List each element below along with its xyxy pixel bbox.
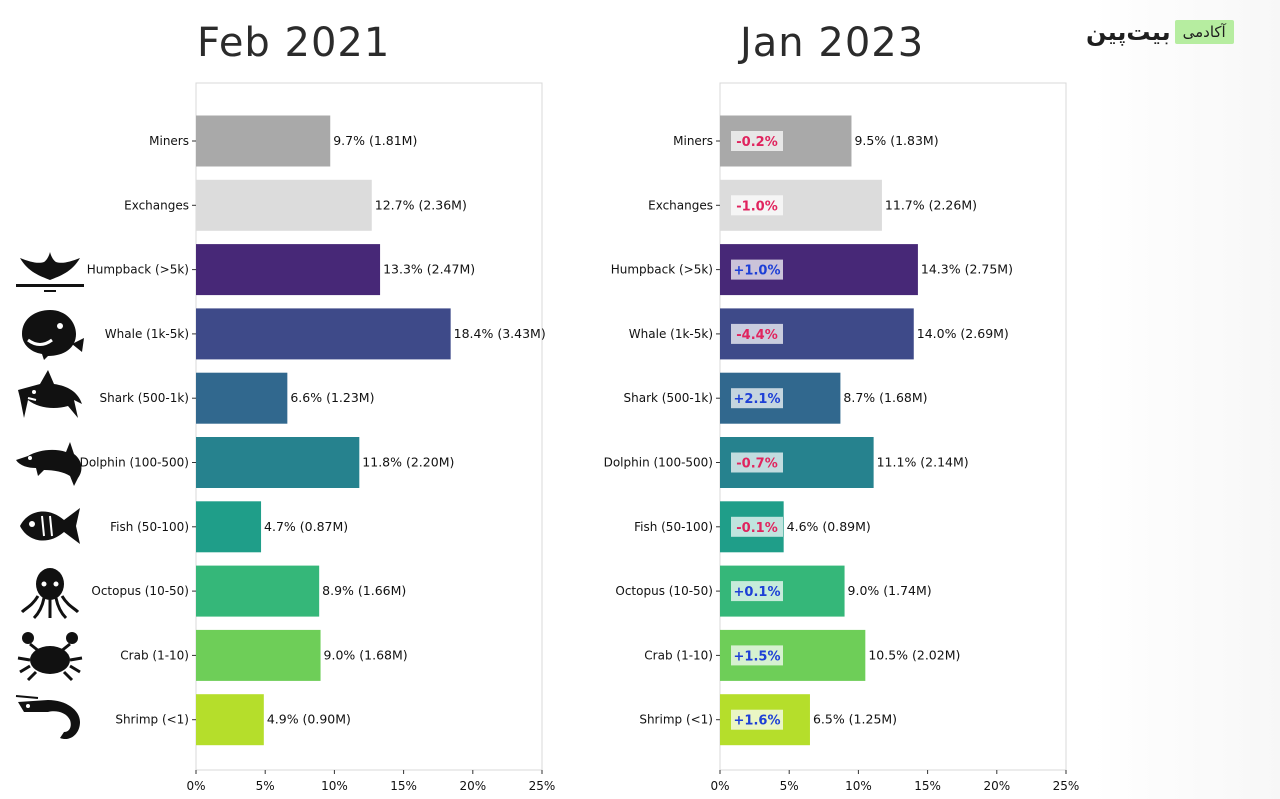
left-value-label: 4.7% (0.87M) <box>264 519 348 534</box>
left-category-label: Shrimp (<1) <box>115 713 189 727</box>
left-bar <box>196 372 288 424</box>
right-change-badge <box>731 581 783 602</box>
right-value-label: 14.3% (2.75M) <box>921 262 1013 277</box>
left-bar <box>196 501 262 553</box>
right-change-badge <box>731 709 783 730</box>
right-change-label: +1.6% <box>734 714 781 729</box>
right-x-tick-label: 0% <box>710 779 729 793</box>
fish-icon <box>20 508 80 544</box>
right-category-label: Crab (1-10) <box>644 648 713 662</box>
right-change-label: +2.1% <box>734 392 781 407</box>
left-bar <box>196 565 320 617</box>
chart-title-left: Feb 2021 <box>197 20 391 66</box>
brand-tag: آکادمی <box>1174 20 1234 44</box>
right-change-badge <box>731 452 783 473</box>
right-change-badge <box>731 323 783 344</box>
right-change-badge <box>731 388 783 409</box>
right-category-label: Whale (1k-5k) <box>629 327 713 341</box>
left-value-label: 4.9% (0.90M) <box>267 712 351 727</box>
whale-icon <box>22 310 84 360</box>
right-category-label: Dolphin (100-500) <box>604 456 713 470</box>
right-change-badge <box>731 516 783 537</box>
left-value-label: 8.9% (1.66M) <box>322 583 406 598</box>
right-value-label: 9.5% (1.83M) <box>854 133 938 148</box>
right-value-label: 6.5% (1.25M) <box>813 712 897 727</box>
left-value-label: 9.7% (1.81M) <box>333 133 417 148</box>
right-category-label: Miners <box>673 134 713 148</box>
crab-icon <box>17 632 83 682</box>
right-value-label: 8.7% (1.68M) <box>843 390 927 405</box>
chart-title-right: Jan 2023 <box>740 20 925 66</box>
right-change-badge <box>731 645 783 666</box>
right-category-label: Shark (500-1k) <box>624 391 713 405</box>
left-value-label: 6.6% (1.23M) <box>290 390 374 405</box>
right-edge-shade <box>1092 0 1280 799</box>
shark-icon <box>18 370 82 418</box>
right-category-label: Shrimp (<1) <box>639 713 713 727</box>
left-x-tick-label: 15% <box>390 779 417 793</box>
left-value-label: 12.7% (2.36M) <box>375 197 467 212</box>
left-value-label: 13.3% (2.47M) <box>383 262 475 277</box>
left-category-label: Fish (50-100) <box>110 520 189 534</box>
right-x-tick-label: 25% <box>1053 779 1080 793</box>
left-bar <box>196 629 321 681</box>
left-x-tick-label: 10% <box>321 779 348 793</box>
right-change-label: -0.7% <box>736 457 777 472</box>
right-change-label: -0.1% <box>736 521 777 536</box>
left-category-label: Whale (1k-5k) <box>105 327 189 341</box>
right-x-tick-label: 10% <box>845 779 872 793</box>
right-value-label: 11.1% (2.14M) <box>877 455 969 470</box>
left-category-label: Miners <box>149 134 189 148</box>
right-change-label: +1.0% <box>734 264 781 279</box>
right-change-label: -4.4% <box>736 328 777 343</box>
left-bar <box>196 115 331 167</box>
right-change-label: +1.5% <box>734 649 781 664</box>
left-x-tick-label: 0% <box>186 779 205 793</box>
right-value-label: 14.0% (2.69M) <box>917 326 1009 341</box>
right-value-label: 9.0% (1.74M) <box>848 583 932 598</box>
right-value-label: 11.7% (2.26M) <box>885 197 977 212</box>
left-value-label: 9.0% (1.68M) <box>324 647 408 662</box>
right-change-label: +0.1% <box>734 585 781 600</box>
right-x-tick-label: 15% <box>914 779 941 793</box>
left-category-label: Exchanges <box>124 198 189 212</box>
humpback-whale-tail-icon <box>16 252 84 292</box>
right-category-label: Humpback (>5k) <box>611 263 713 277</box>
right-x-tick-label: 20% <box>983 779 1010 793</box>
left-bar <box>196 308 451 360</box>
octopus-icon <box>20 568 80 620</box>
shrimp-icon <box>15 695 80 740</box>
left-category-label: Dolphin (100-500) <box>80 456 189 470</box>
left-x-tick-label: 25% <box>529 779 556 793</box>
right-category-label: Octopus (10-50) <box>615 584 713 598</box>
right-x-tick-label: 5% <box>780 779 799 793</box>
left-x-tick-label: 20% <box>459 779 486 793</box>
left-bar <box>196 244 381 296</box>
left-category-label: Shark (500-1k) <box>100 391 189 405</box>
right-change-badge <box>731 131 783 151</box>
left-bar <box>196 437 360 488</box>
dolphin-icon <box>16 442 82 486</box>
right-change-label: -0.2% <box>736 135 777 150</box>
left-bar <box>196 179 372 231</box>
left-category-label: Humpback (>5k) <box>87 263 189 277</box>
left-category-label: Octopus (10-50) <box>91 584 189 598</box>
right-category-label: Exchanges <box>648 198 713 212</box>
right-change-badge <box>731 259 783 280</box>
left-x-tick-label: 5% <box>256 779 275 793</box>
right-category-label: Fish (50-100) <box>634 520 713 534</box>
right-value-label: 10.5% (2.02M) <box>868 647 960 662</box>
left-value-label: 11.8% (2.20M) <box>362 455 454 470</box>
brand-wordmark: بیت‌پین <box>1086 18 1171 46</box>
right-change-label: -1.0% <box>736 199 777 214</box>
right-value-label: 4.6% (0.89M) <box>787 519 871 534</box>
left-category-label: Crab (1-10) <box>120 648 189 662</box>
brand-logo: بیت‌پین آکادمی <box>1086 18 1234 46</box>
right-change-badge <box>731 195 783 216</box>
left-bar <box>196 694 264 746</box>
left-value-label: 18.4% (3.43M) <box>454 326 546 341</box>
